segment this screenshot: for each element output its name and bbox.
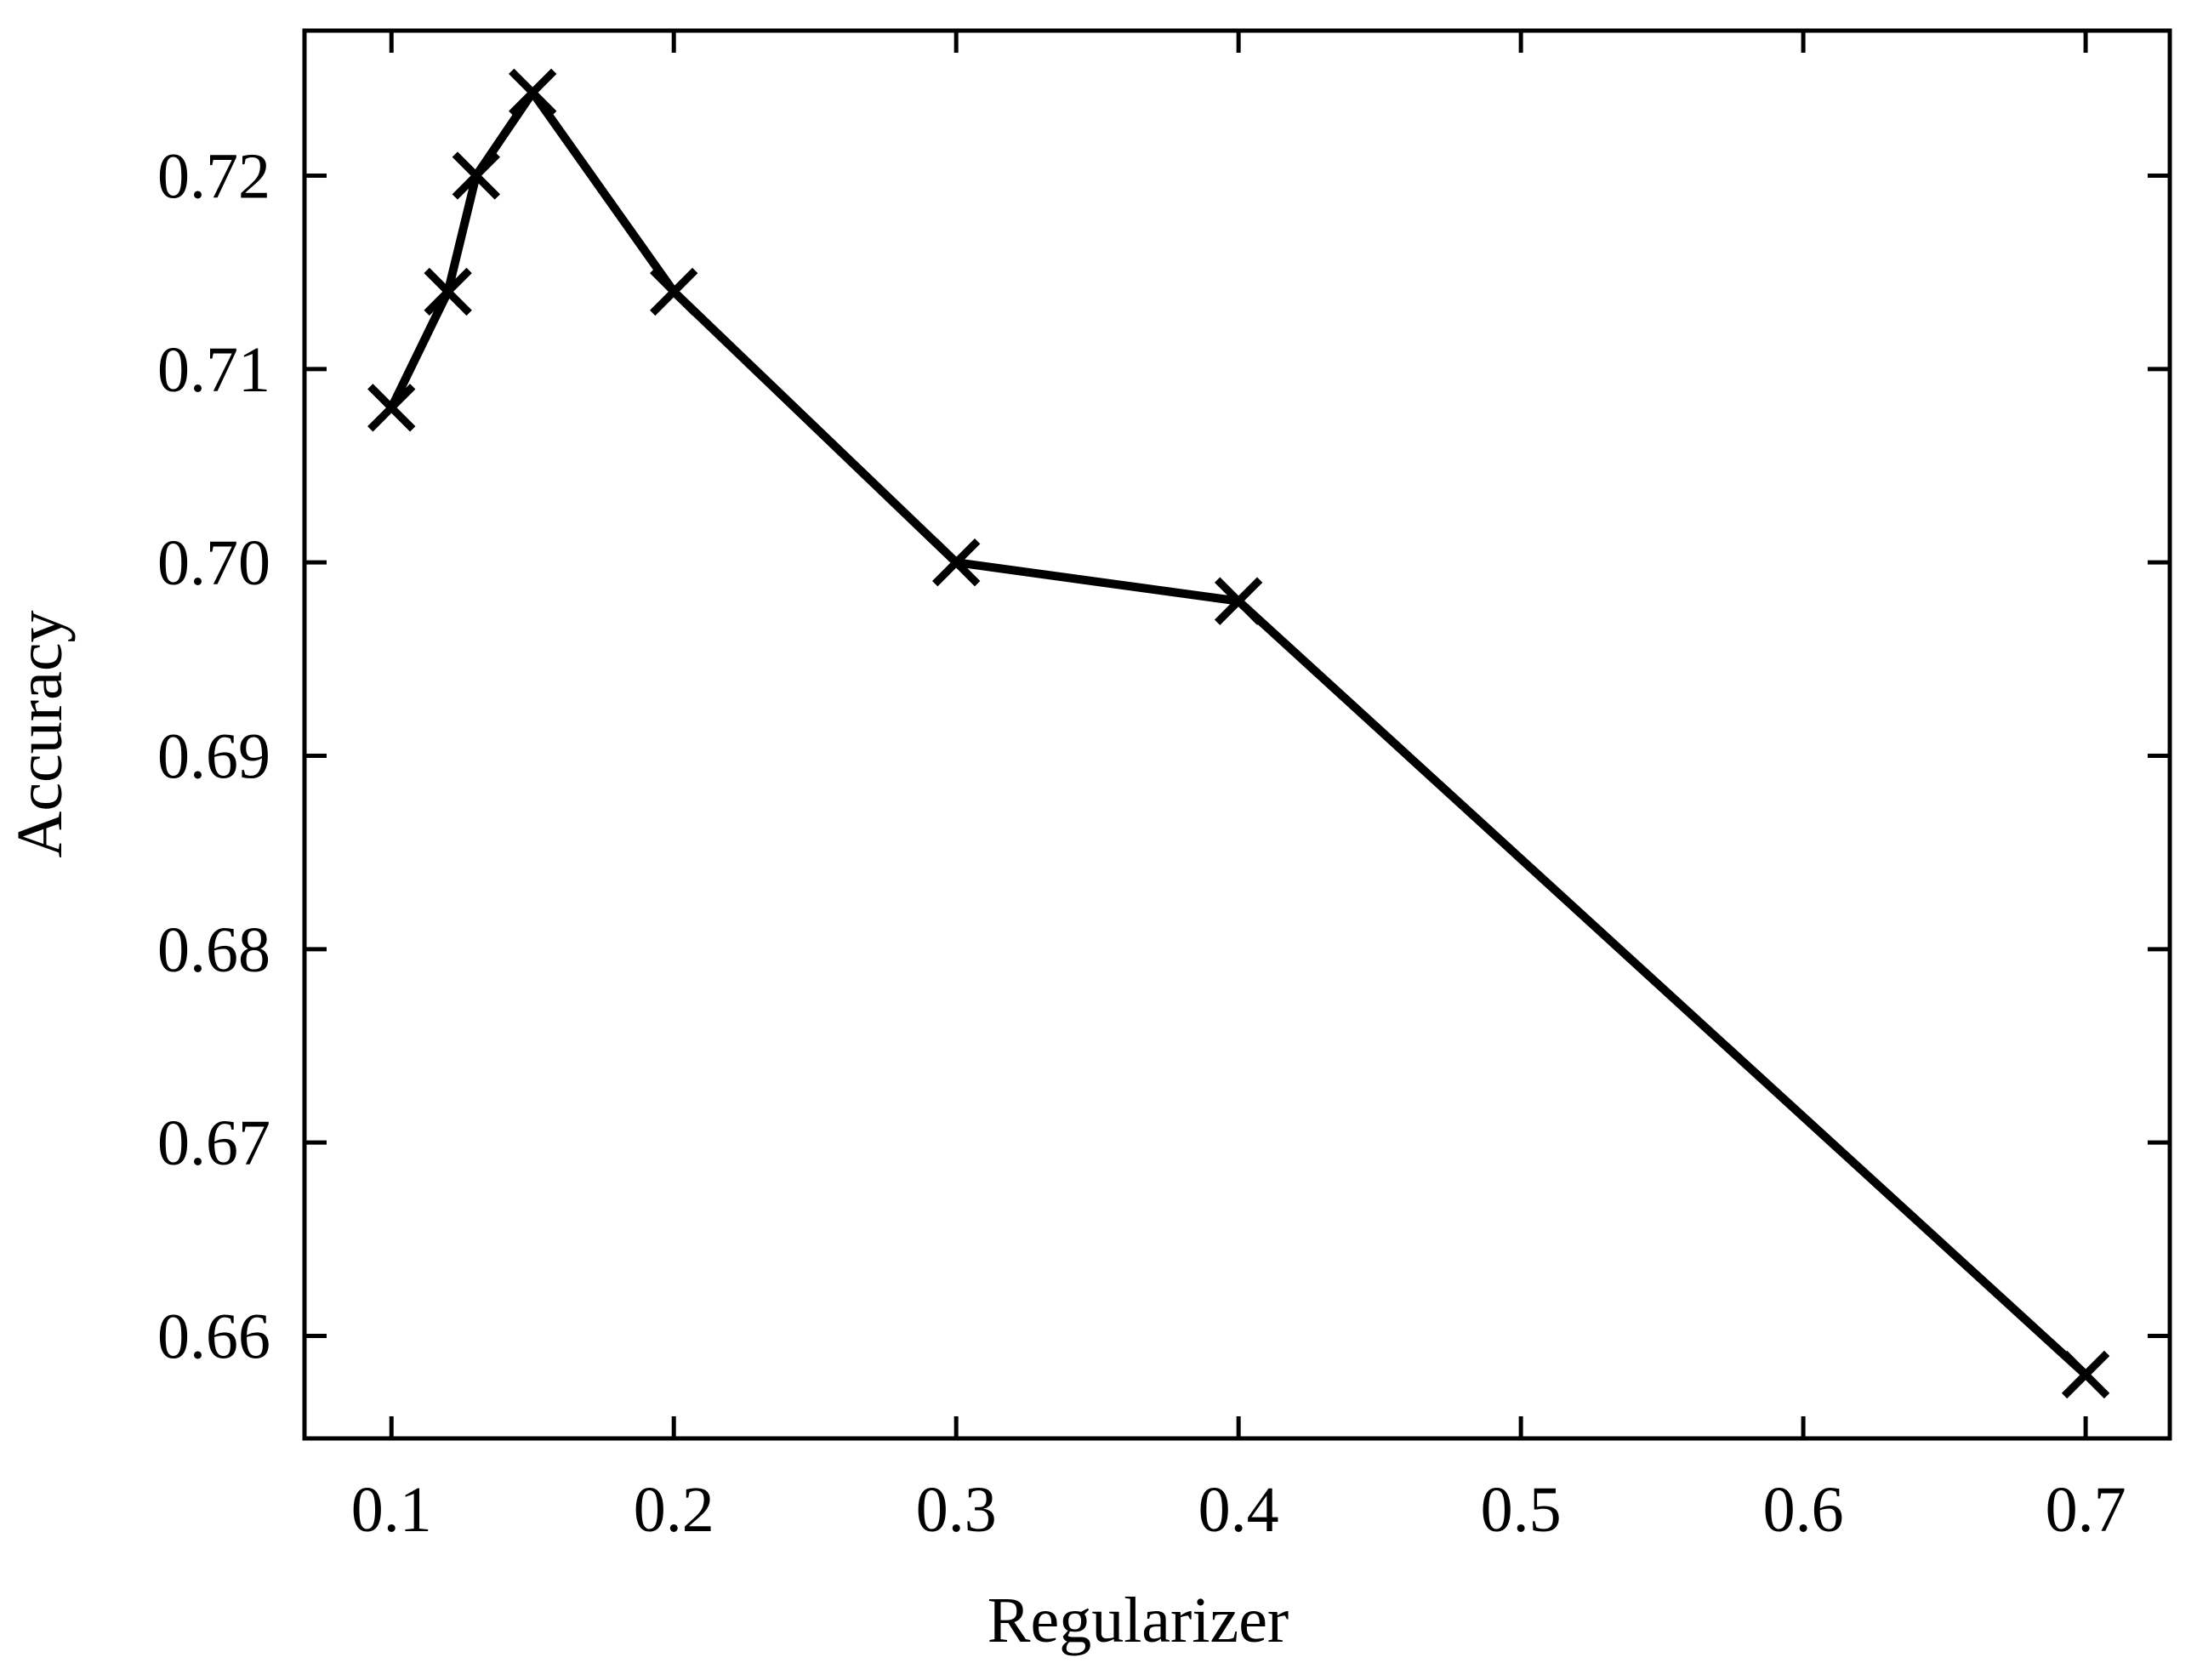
y-tick-label: 0.69 (157, 721, 270, 793)
line (387, 88, 2089, 1378)
y-tick-label: 0.68 (157, 914, 270, 986)
marker (2061, 1350, 2110, 1399)
y-tick-label: 0.71 (157, 334, 270, 406)
y-tick-label: 0.67 (157, 1108, 270, 1179)
y-tick-label: 0.66 (157, 1301, 270, 1373)
marker (932, 538, 981, 587)
x-tick-label: 0.3 (916, 1474, 997, 1546)
x-tick-label: 0.4 (1198, 1474, 1279, 1546)
x-tick-label: 0.7 (2046, 1474, 2126, 1546)
marker (650, 267, 698, 316)
x-tick-label: 0.6 (1763, 1474, 1844, 1546)
x-tick-label: 0.2 (634, 1474, 714, 1546)
marker (1214, 577, 1263, 625)
y-tick-label: 0.70 (157, 527, 270, 599)
x-axis-label: Regularizer (988, 1585, 1289, 1656)
x-tick-label: 0.1 (351, 1474, 432, 1546)
x-tick-label: 0.5 (1481, 1474, 1562, 1546)
plot-frame (302, 28, 2172, 1441)
y-tick-label: 0.72 (157, 141, 270, 213)
marker (424, 267, 472, 316)
marker (452, 151, 501, 200)
marker (367, 384, 416, 432)
marker (509, 68, 557, 117)
y-axis-label: Accuracy (4, 610, 76, 857)
